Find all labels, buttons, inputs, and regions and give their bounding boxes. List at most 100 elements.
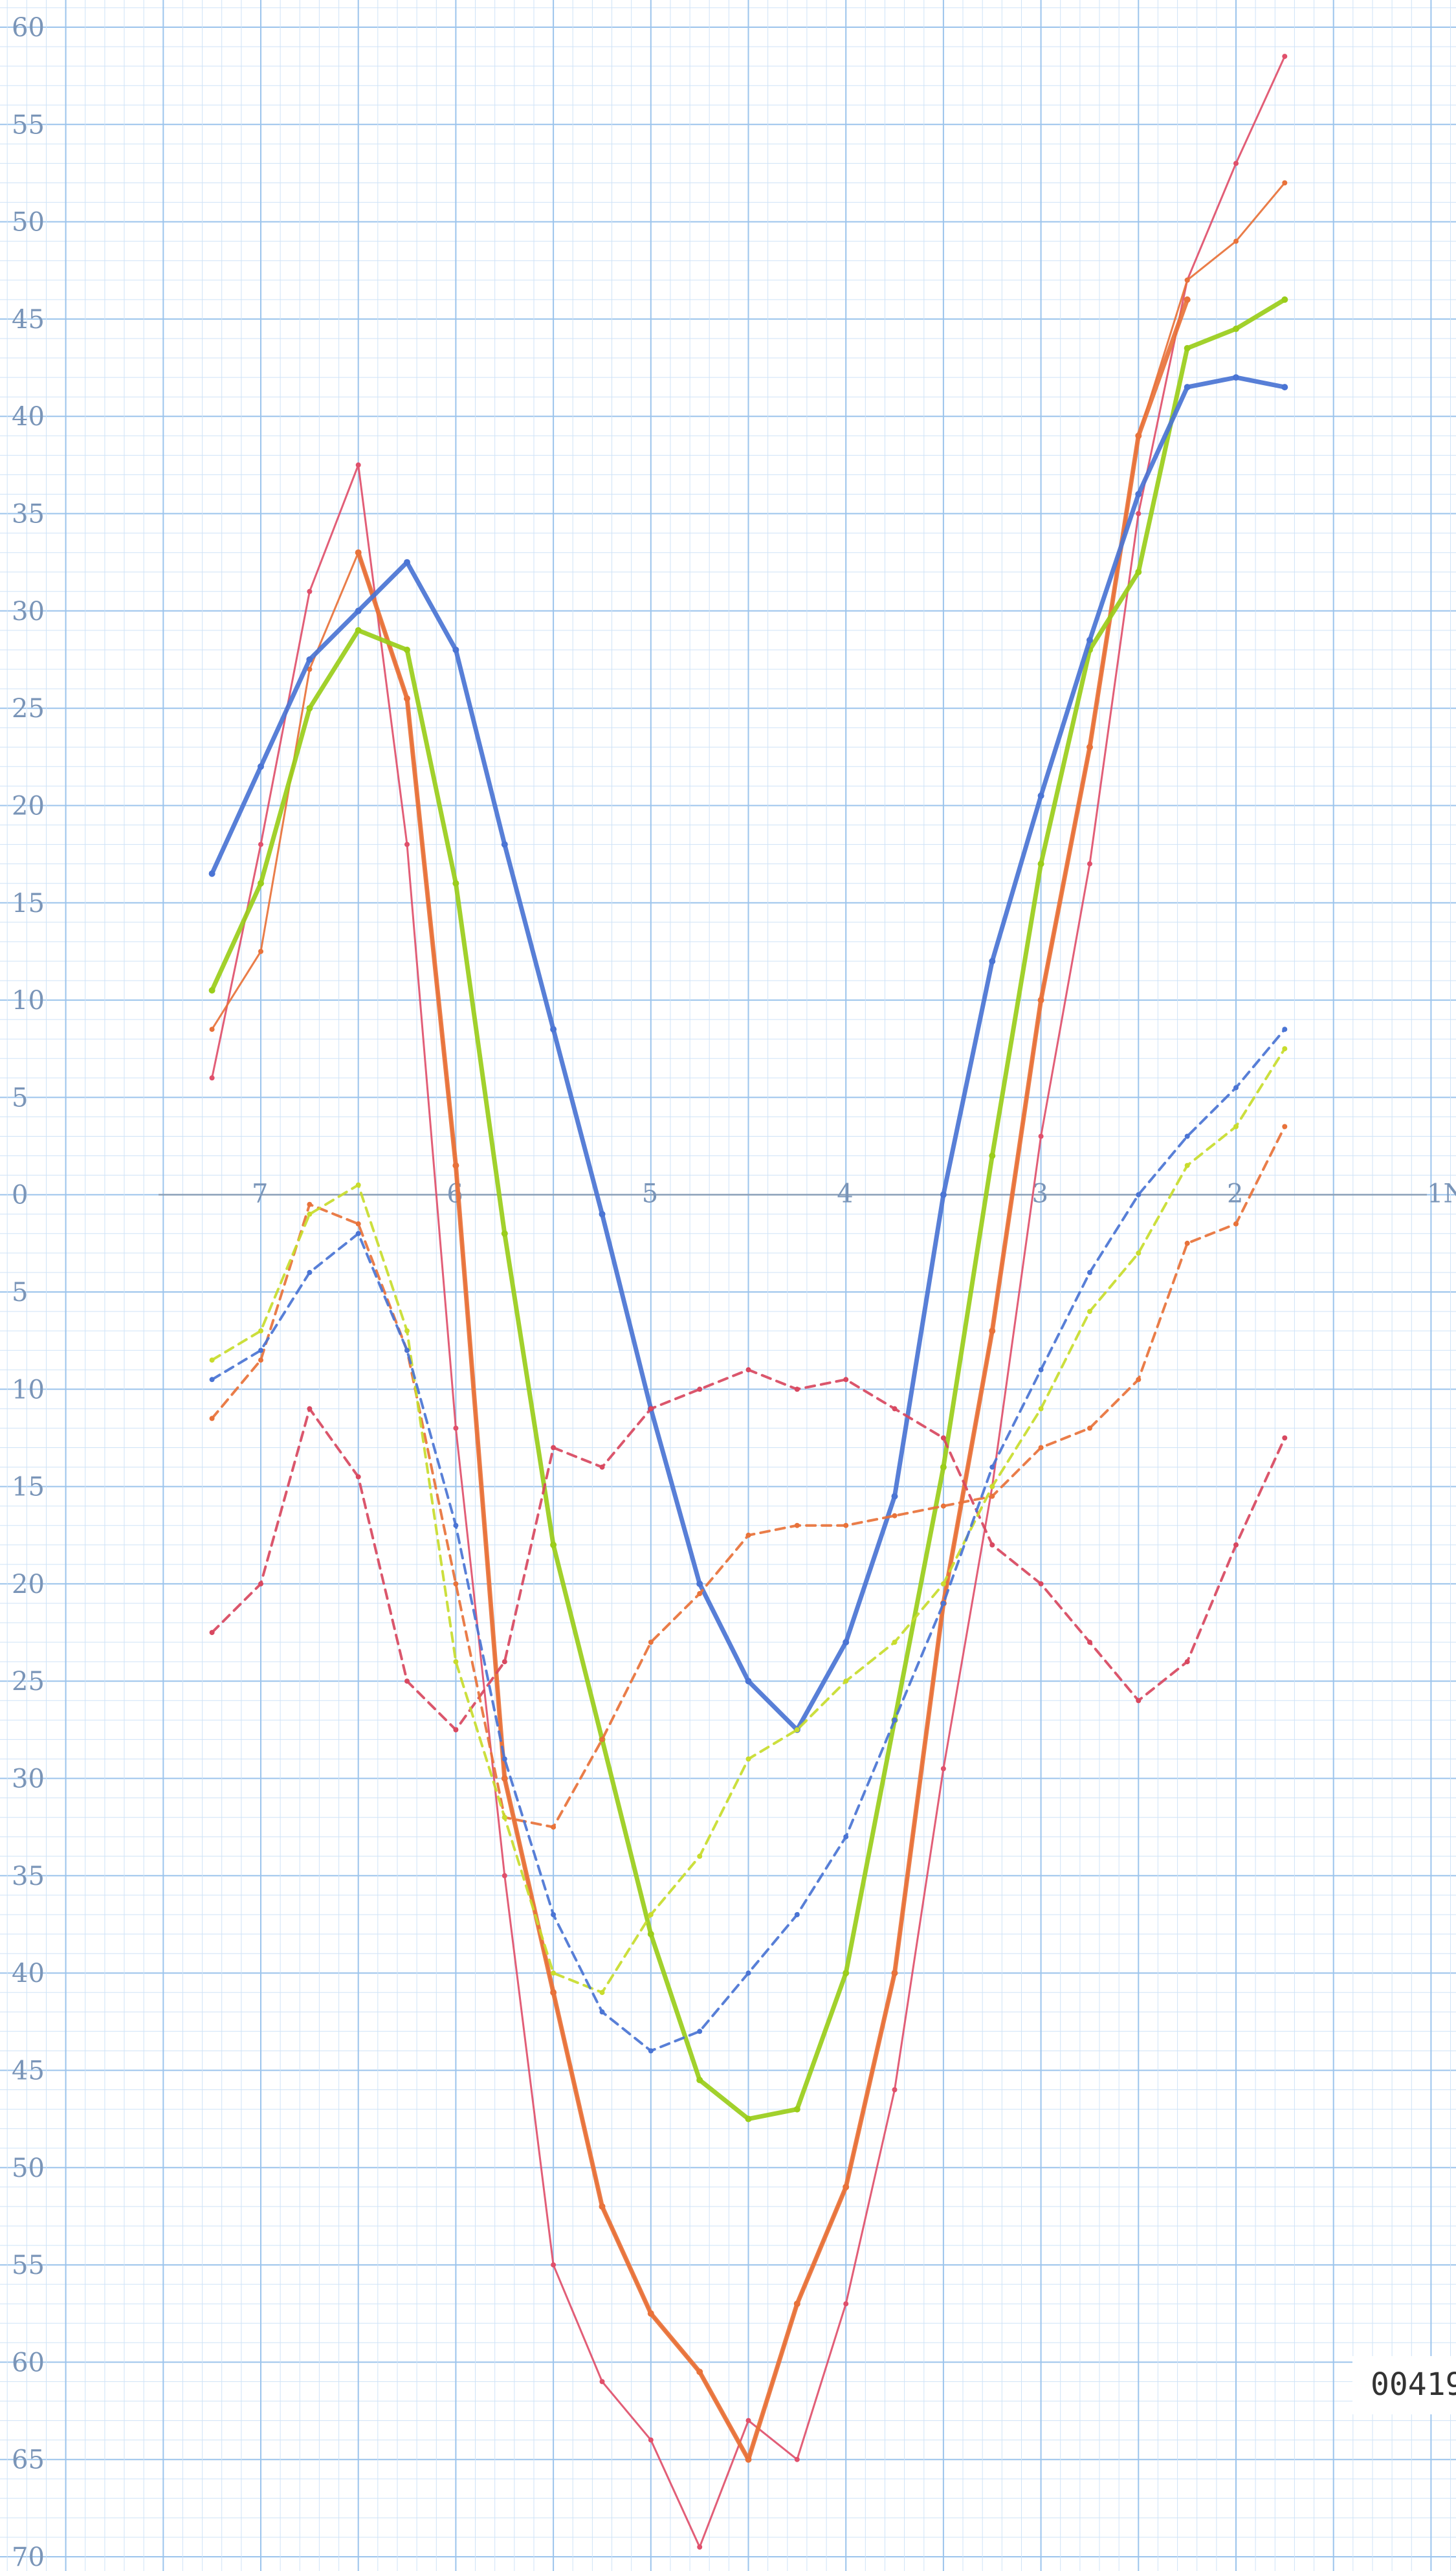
y-tick-label: 15 bbox=[12, 1473, 45, 1502]
y-tick-label: 20 bbox=[12, 1570, 45, 1599]
data-point bbox=[989, 1152, 996, 1159]
data-point bbox=[989, 1328, 996, 1335]
y-tick-label: 50 bbox=[12, 2154, 45, 2183]
data-point bbox=[550, 1026, 557, 1033]
data-point bbox=[1038, 1581, 1044, 1586]
data-point bbox=[745, 1367, 751, 1373]
data-point bbox=[551, 1970, 557, 1976]
data-point bbox=[599, 1990, 605, 1996]
data-point bbox=[1233, 1124, 1239, 1130]
y-tick-label: 10 bbox=[12, 986, 45, 1016]
x-tick-label: 4 bbox=[837, 1179, 853, 1209]
data-point bbox=[258, 1581, 263, 1586]
y-tick-label: 55 bbox=[12, 2251, 45, 2280]
data-point bbox=[1282, 1046, 1288, 1052]
data-point bbox=[404, 841, 410, 847]
y-tick-label: 55 bbox=[12, 110, 45, 140]
x-tick-label: 7 bbox=[252, 1179, 268, 1209]
y-tick-label: 5 bbox=[12, 1083, 28, 1113]
data-point bbox=[452, 647, 459, 653]
data-point bbox=[647, 2310, 654, 2317]
data-point bbox=[745, 2418, 751, 2423]
data-point bbox=[551, 1824, 557, 1830]
y-tick-label: 0 bbox=[12, 1181, 28, 1210]
data-point bbox=[989, 1542, 995, 1548]
reference-label: 00419 bbox=[1371, 2366, 1456, 2403]
data-point bbox=[745, 1532, 751, 1538]
series-line bbox=[356, 297, 1190, 2462]
data-point bbox=[989, 1493, 995, 1499]
data-point bbox=[453, 1727, 459, 1733]
data-point bbox=[355, 1474, 361, 1480]
data-point bbox=[794, 1386, 800, 1392]
y-axis: 6055504540353025201510505101520253035404… bbox=[12, 13, 45, 2571]
data-point bbox=[404, 1348, 410, 1353]
data-point bbox=[1233, 238, 1239, 244]
data-point bbox=[843, 2301, 849, 2307]
data-point bbox=[209, 1027, 215, 1032]
data-point bbox=[1135, 432, 1142, 440]
data-point bbox=[1282, 1435, 1288, 1441]
data-point bbox=[1087, 1640, 1092, 1645]
y-tick-label: 25 bbox=[12, 1667, 45, 1697]
data-point bbox=[551, 2262, 557, 2268]
data-point bbox=[306, 656, 313, 663]
data-point bbox=[502, 1756, 507, 1762]
data-point bbox=[697, 1853, 703, 1859]
data-point bbox=[1282, 1027, 1288, 1032]
data-point bbox=[550, 1989, 557, 1996]
data-point bbox=[1087, 861, 1092, 867]
data-point bbox=[258, 948, 263, 954]
data-point bbox=[1184, 1240, 1190, 1246]
data-point bbox=[1233, 326, 1239, 332]
data-point bbox=[892, 1717, 898, 1723]
data-point bbox=[1282, 180, 1288, 186]
y-tick-label: 40 bbox=[12, 1959, 45, 1988]
data-point bbox=[794, 1912, 800, 1917]
data-point bbox=[1136, 1250, 1142, 1256]
data-point bbox=[551, 1912, 557, 1917]
data-point bbox=[404, 647, 410, 653]
y-tick-label: 30 bbox=[12, 597, 45, 627]
data-point bbox=[550, 1541, 557, 1548]
data-point bbox=[1184, 277, 1190, 283]
data-point bbox=[892, 2087, 898, 2093]
data-point bbox=[745, 1756, 751, 1762]
data-point bbox=[843, 1678, 849, 1684]
y-tick-label: 60 bbox=[12, 13, 45, 43]
data-point bbox=[599, 2379, 605, 2385]
data-point bbox=[502, 1814, 507, 1820]
data-point bbox=[940, 1503, 946, 1509]
data-point bbox=[404, 559, 410, 566]
data-point bbox=[1037, 860, 1044, 867]
data-point bbox=[453, 1425, 459, 1431]
data-point bbox=[355, 1221, 361, 1227]
data-point bbox=[696, 2076, 703, 2084]
data-point bbox=[745, 2456, 752, 2463]
data-point bbox=[307, 1269, 313, 1275]
x-tick-label: 2 bbox=[1227, 1179, 1243, 1209]
data-point bbox=[502, 1873, 507, 1878]
data-point bbox=[1087, 1425, 1092, 1431]
data-point bbox=[355, 549, 362, 556]
data-point bbox=[745, 1970, 751, 1976]
data-point bbox=[940, 1581, 946, 1586]
series-3 bbox=[355, 296, 1191, 2463]
data-point bbox=[697, 2544, 703, 2550]
data-point bbox=[892, 1406, 898, 1412]
data-point bbox=[794, 2456, 800, 2462]
data-point bbox=[1087, 1269, 1092, 1275]
data-point bbox=[793, 2106, 800, 2113]
data-point bbox=[1038, 1133, 1044, 1139]
data-point bbox=[501, 1775, 508, 1782]
data-point bbox=[843, 1834, 849, 1840]
y-tick-label: 10 bbox=[12, 1375, 45, 1405]
data-point bbox=[794, 1727, 800, 1733]
data-point bbox=[209, 1357, 215, 1363]
y-tick-label: 20 bbox=[12, 792, 45, 821]
data-point bbox=[1135, 491, 1142, 498]
data-point bbox=[258, 880, 264, 887]
data-point bbox=[502, 1659, 507, 1665]
data-point bbox=[307, 588, 313, 594]
